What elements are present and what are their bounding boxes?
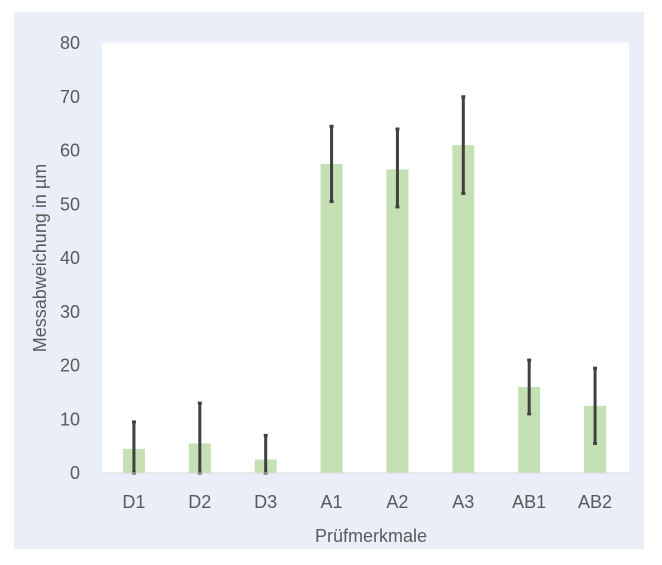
bar-a3 xyxy=(452,145,475,473)
y-tick-label: 0 xyxy=(70,463,80,483)
x-tick-labels: D1 D2 D3 A1 A2 A3 AB1 AB2 xyxy=(122,492,612,512)
error-bars xyxy=(131,95,598,475)
y-axis-title: Messabweichung in µm xyxy=(30,164,50,352)
y-tick-label: 30 xyxy=(60,302,80,322)
y-tick-label: 80 xyxy=(60,33,80,53)
bar-a1 xyxy=(320,163,343,473)
x-tick-label: A1 xyxy=(321,492,343,512)
bar-chart: 0 10 20 30 40 50 60 70 80 D1 D2 D3 A1 A2 A3 AB1 AB2 Prü… xyxy=(30,33,629,546)
gridlines xyxy=(102,42,629,420)
chart-panel: 0 10 20 30 40 50 60 70 80 D1 D2 D3 A1 A2 A3 AB1 AB2 Prü… xyxy=(14,12,644,549)
x-tick-label: D3 xyxy=(254,492,277,512)
x-tick-label: A2 xyxy=(386,492,408,512)
bar-a2 xyxy=(386,169,409,473)
bar-ab1 xyxy=(518,387,541,473)
x-tick-label: AB2 xyxy=(578,492,612,512)
x-axis-title: Prüfmerkmale xyxy=(315,526,427,546)
y-tick-label: 50 xyxy=(60,194,80,214)
x-tick-label: D1 xyxy=(122,492,145,512)
x-tick-label: A3 xyxy=(452,492,474,512)
y-tick-label: 20 xyxy=(60,356,80,376)
y-tick-label: 40 xyxy=(60,248,80,268)
x-tick-label: AB1 xyxy=(512,492,546,512)
y-tick-labels: 0 10 20 30 40 50 60 70 80 xyxy=(60,33,80,483)
y-tick-label: 70 xyxy=(60,87,80,107)
x-tick-label: D2 xyxy=(188,492,211,512)
y-tick-label: 60 xyxy=(60,141,80,161)
y-tick-label: 10 xyxy=(60,409,80,429)
